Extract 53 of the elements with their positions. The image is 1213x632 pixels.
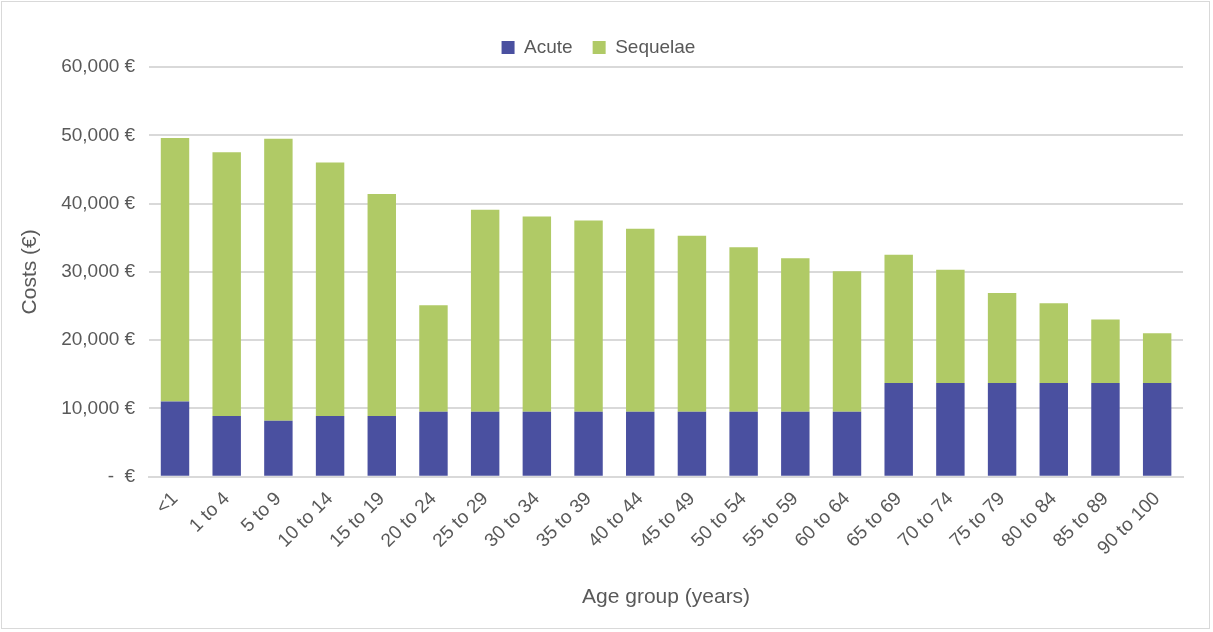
bar [884, 383, 913, 476]
y-tick-label: 50,000 € [61, 123, 136, 145]
bar [729, 247, 758, 412]
bar [936, 269, 965, 384]
x-tick-label: <1 [151, 487, 182, 518]
bar [315, 415, 345, 476]
bar [832, 411, 862, 476]
bar [677, 411, 707, 476]
bar [264, 420, 293, 476]
bar [781, 258, 810, 412]
legend-label: Sequelae [615, 35, 696, 57]
x-axis-title: Age group (years) [582, 584, 751, 608]
y-tick-label: 10,000 € [61, 396, 136, 418]
bar [1091, 383, 1120, 476]
bar [522, 411, 552, 476]
legend-label: Acute [524, 35, 573, 57]
bar [419, 305, 448, 412]
y-tick-label: 30,000 € [61, 260, 136, 282]
bar [574, 411, 603, 476]
bar [212, 415, 241, 476]
bar [574, 220, 603, 412]
y-tick-label: 20,000 € [61, 328, 136, 350]
bar [367, 193, 396, 416]
bar [1142, 383, 1172, 476]
y-tick-label: 60,000 € [61, 55, 136, 77]
bar [470, 209, 500, 412]
bar [626, 228, 655, 412]
bar [160, 401, 190, 476]
y-tick-label: - € [107, 464, 136, 486]
bar [1039, 303, 1068, 384]
bar [626, 411, 655, 476]
bar [522, 216, 552, 412]
bar [781, 411, 810, 476]
bar [470, 411, 500, 476]
bar [160, 138, 190, 402]
bar [1142, 333, 1172, 384]
bar [419, 411, 448, 476]
bar [677, 235, 707, 412]
bar [987, 383, 1017, 476]
bar [729, 411, 758, 476]
bar [987, 292, 1017, 384]
y-tick-label: 40,000 € [61, 191, 136, 213]
bar [884, 254, 913, 384]
bar [1039, 383, 1068, 476]
y-axis-title: Costs (€) [17, 229, 41, 315]
bar [315, 162, 345, 416]
bar [264, 138, 293, 421]
bar [1091, 319, 1120, 384]
bar [832, 271, 862, 412]
bar [212, 152, 241, 416]
bar [367, 415, 396, 476]
x-tick-label: 1 to 4 [184, 487, 234, 536]
bar [936, 383, 965, 476]
